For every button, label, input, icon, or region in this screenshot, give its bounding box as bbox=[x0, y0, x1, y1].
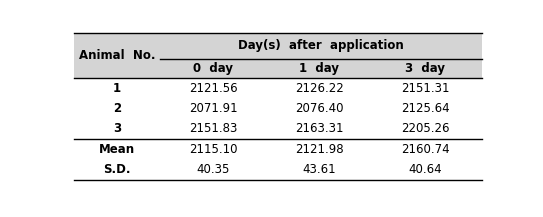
Text: Animal  No.: Animal No. bbox=[79, 49, 155, 62]
Bar bbox=[74, 33, 482, 78]
Text: 2163.31: 2163.31 bbox=[295, 122, 343, 135]
Text: 2071.91: 2071.91 bbox=[188, 102, 237, 115]
Text: 1  day: 1 day bbox=[299, 62, 339, 75]
Text: 2115.10: 2115.10 bbox=[189, 143, 237, 156]
Text: 0  day: 0 day bbox=[193, 62, 233, 75]
Text: 2205.26: 2205.26 bbox=[401, 122, 450, 135]
Text: Mean: Mean bbox=[99, 143, 135, 156]
Text: 2126.22: 2126.22 bbox=[295, 82, 344, 95]
Text: 2: 2 bbox=[113, 102, 121, 115]
Text: 3: 3 bbox=[113, 122, 121, 135]
Text: 40.64: 40.64 bbox=[408, 163, 442, 176]
Text: S.D.: S.D. bbox=[103, 163, 131, 176]
Text: 2151.83: 2151.83 bbox=[189, 122, 237, 135]
Text: 2125.64: 2125.64 bbox=[401, 102, 450, 115]
Text: 40.35: 40.35 bbox=[196, 163, 230, 176]
Text: Day(s)  after  application: Day(s) after application bbox=[238, 39, 404, 52]
Text: 2076.40: 2076.40 bbox=[295, 102, 343, 115]
Text: 3  day: 3 day bbox=[405, 62, 445, 75]
Text: 1: 1 bbox=[113, 82, 121, 95]
Text: 2121.98: 2121.98 bbox=[295, 143, 343, 156]
Text: 2151.31: 2151.31 bbox=[401, 82, 450, 95]
Text: 43.61: 43.61 bbox=[302, 163, 336, 176]
Text: 2121.56: 2121.56 bbox=[188, 82, 237, 95]
Text: 2160.74: 2160.74 bbox=[401, 143, 450, 156]
